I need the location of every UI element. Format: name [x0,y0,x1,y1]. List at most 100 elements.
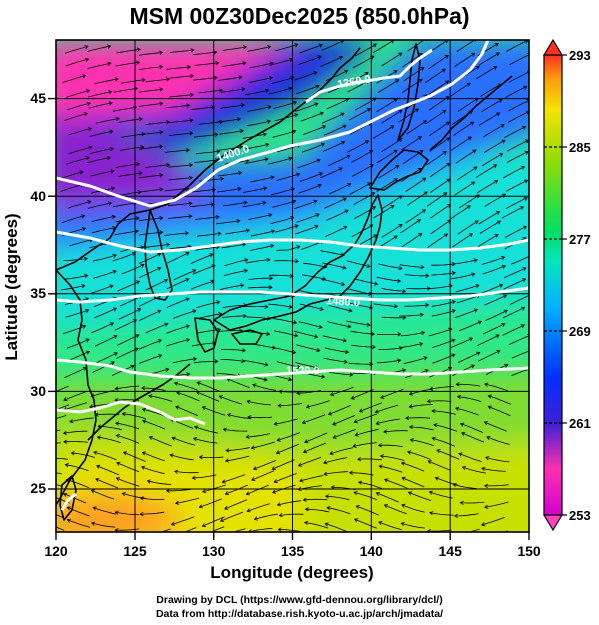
streamline-arrowhead [461,432,466,436]
streamline-arrowhead [398,109,403,114]
streamline-arrowhead [252,466,258,471]
streamline [488,395,511,405]
streamline [65,157,90,165]
streamline [63,258,88,261]
streamline-arrowhead [428,490,433,495]
streamline [141,466,165,475]
streamline-arrowhead [451,309,456,314]
streamline [346,260,370,267]
streamline-arrowhead [495,52,500,57]
streamline-arrowhead [483,483,488,489]
streamline-arrowhead [366,322,371,327]
streamline-arrowhead [475,66,480,70]
streamline [196,391,220,402]
streamline [90,285,114,294]
streamline-arrowhead [446,162,451,167]
streamline-arrowhead [66,506,71,511]
streamline-arrowhead [402,315,407,320]
streamline [380,455,405,461]
streamline [485,309,508,321]
streamline [299,44,323,54]
streamline [202,484,226,493]
streamline-arrowhead [445,121,450,126]
streamline-arrowhead [211,187,217,192]
streamline [381,138,403,153]
streamline-arrowhead [165,488,170,493]
streamline [405,209,426,224]
streamline-arrowhead [448,327,453,332]
axis-ticks [48,97,530,540]
streamline-arrowhead [90,393,95,398]
streamline-arrowhead [190,73,195,79]
streamline-arrowhead [114,386,119,391]
lat-lon-grid [56,40,529,532]
streamline-arrowhead [191,475,196,481]
streamline-arrowhead [302,497,307,502]
streamline-arrowhead [319,111,324,116]
wind-streamlines [56,40,529,532]
streamline-arrowhead [84,273,89,279]
streamline-arrowhead [408,424,413,430]
streamline-arrowhead [485,456,490,461]
streamline-arrowhead [400,461,406,466]
streamline [353,492,378,501]
streamline-arrowhead [323,460,328,465]
y-tick-labels: 45 40 35 30 25 [30,90,46,496]
streamline [407,451,431,460]
streamline-arrowhead [113,335,118,339]
contour-label: 1520.0 [286,365,320,377]
streamline [225,455,250,462]
streamline [113,87,138,93]
streamline-arrowhead [270,175,275,180]
streamline [347,140,369,153]
streamline-arrowhead [109,322,114,327]
streamline [242,202,266,208]
streamline [145,78,170,83]
streamline-arrowhead [294,224,299,229]
streamline [296,85,320,95]
streamline [67,351,90,362]
streamline-arrowhead [217,327,222,333]
streamline-arrowhead [318,172,323,177]
streamline [194,62,219,66]
streamline [168,177,193,181]
streamline-arrowhead [85,308,90,313]
streamline-arrowhead [414,108,419,113]
streamline [221,349,246,352]
streamline [381,288,406,292]
streamline-arrowhead [193,437,198,442]
streamline [478,112,500,126]
streamline [299,172,323,182]
streamline [87,62,111,69]
streamline [484,383,508,392]
streamline [481,467,506,472]
streamline [190,253,213,264]
streamline [429,121,450,137]
streamline [225,484,248,495]
streamline [248,214,272,220]
streamline [349,182,371,195]
streamline [168,119,193,124]
streamline [449,82,471,97]
streamline [218,76,242,81]
streamline-arrowhead [270,243,275,249]
streamline [480,83,502,97]
streamline [270,77,294,85]
streamline-arrowhead [350,395,355,400]
streamline [227,378,250,388]
streamline-arrowhead [314,102,319,107]
streamline [296,344,320,352]
streamline [64,113,88,121]
streamline-arrowhead [245,434,250,440]
streamline-arrowhead [297,462,303,467]
streamline [138,217,163,222]
streamline [503,278,526,290]
streamline [380,388,404,399]
streamline [138,295,161,307]
streamline-arrowhead [297,486,302,492]
streamline-arrowhead [186,372,191,377]
streamline [246,316,271,320]
streamline [507,111,529,123]
streamline [251,343,276,349]
streamline-arrowhead [253,516,258,521]
